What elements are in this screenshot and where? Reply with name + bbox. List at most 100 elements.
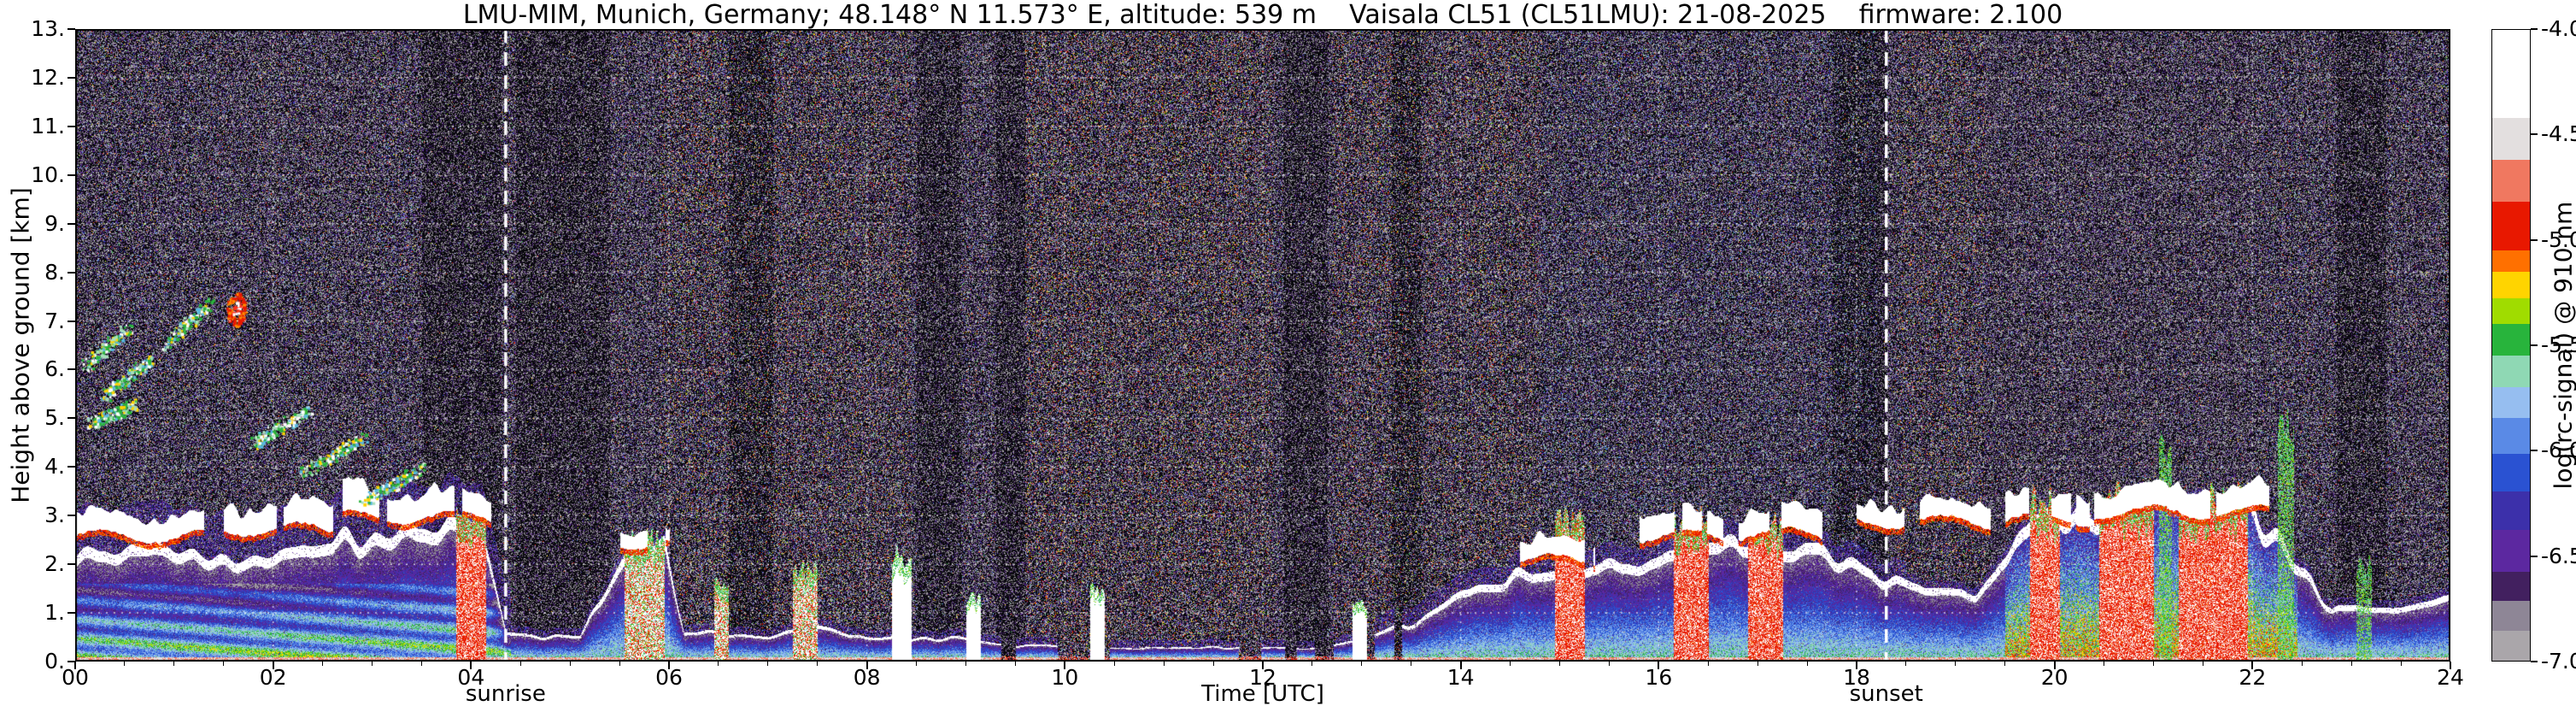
y-tick-label: 0. [44, 649, 65, 674]
y-tick-mark [67, 661, 75, 662]
y-tick-label: 1. [44, 600, 65, 626]
x-tick-label: 20 [2040, 665, 2068, 690]
colorbar-tick-mark [2531, 133, 2538, 136]
colorbar-tick-label: -7.0 [2541, 649, 2576, 674]
y-tick-label: 5. [44, 405, 65, 431]
x-tick-label: 24 [2437, 665, 2464, 690]
x-minor-tick-mark [173, 662, 175, 666]
colorbar-segment [2492, 271, 2530, 300]
x-minor-tick-mark [322, 662, 324, 666]
x-minor-tick-mark [1608, 662, 1610, 666]
colorbar-segment [2492, 630, 2530, 661]
sunrise-label: sunrise [465, 681, 546, 706]
colorbar-segment [2492, 601, 2530, 632]
x-tick-mark [2450, 662, 2451, 669]
colorbar-segment [2492, 298, 2530, 325]
x-tick-label: 00 [62, 665, 89, 690]
x-minor-tick-mark [1559, 662, 1560, 666]
x-minor-tick-mark [817, 662, 819, 666]
x-tick-mark [1658, 662, 1660, 669]
x-minor-tick-mark [916, 662, 918, 666]
y-tick-label: 10. [31, 162, 65, 187]
x-minor-tick-mark [1806, 662, 1808, 666]
colorbar-segment [2492, 355, 2530, 388]
x-tick-label: 18 [1843, 665, 1870, 690]
y-tick-mark [67, 222, 75, 225]
x-minor-tick-mark [1955, 662, 1957, 666]
x-tick-mark [1262, 662, 1264, 669]
y-tick-mark [67, 76, 75, 79]
colorbar-segment [2492, 323, 2530, 356]
x-minor-tick-mark [1014, 662, 1016, 666]
x-minor-tick-mark [569, 662, 571, 666]
x-tick-mark [2053, 662, 2056, 669]
x-minor-tick-mark [965, 662, 966, 666]
x-tick-label: 04 [457, 665, 485, 690]
y-tick-mark [67, 417, 75, 420]
x-tick-label: 16 [1645, 665, 1673, 690]
colorbar-segment [2492, 118, 2530, 162]
x-tick-label: 22 [2239, 665, 2267, 690]
x-minor-tick-mark [124, 662, 126, 666]
colorbar-tick-label: -5.5 [2541, 332, 2576, 357]
x-tick-label: 02 [259, 665, 287, 690]
x-minor-tick-mark [1311, 662, 1313, 666]
colorbar [2491, 29, 2531, 662]
x-tick-mark [470, 662, 472, 669]
x-tick-mark [1064, 662, 1066, 669]
y-tick-label: 13. [31, 16, 65, 41]
x-minor-tick-mark [1361, 662, 1363, 666]
y-tick-mark [67, 125, 75, 127]
colorbar-tick-label: -4.5 [2541, 121, 2576, 147]
colorbar-tick-mark [2531, 28, 2538, 30]
y-tick-label: 2. [44, 551, 65, 577]
y-tick-mark [67, 271, 75, 274]
y-tick-label: 12. [31, 64, 65, 90]
x-minor-tick-mark [1113, 662, 1115, 666]
x-tick-mark [2251, 662, 2254, 669]
y-tick-mark [67, 466, 75, 468]
colorbar-segment [2492, 418, 2530, 456]
x-minor-tick-mark [223, 662, 225, 666]
x-minor-tick-mark [1707, 662, 1709, 666]
x-tick-label: 10 [1051, 665, 1079, 690]
colorbar-segment [2492, 386, 2530, 420]
colorbar-segment [2492, 454, 2530, 493]
y-tick-label: 4. [44, 454, 65, 479]
colorbar-segment [2492, 250, 2530, 273]
y-tick-mark [67, 174, 75, 176]
x-tick-mark [1459, 662, 1462, 669]
x-tick-mark [1856, 662, 1857, 669]
plot-title: LMU-MIM, Munich, Germany; 48.148° N 11.5… [462, 0, 2063, 30]
x-tick-mark [668, 662, 670, 669]
x-minor-tick-mark [767, 662, 769, 666]
x-minor-tick-mark [2400, 662, 2402, 666]
x-minor-tick-mark [1905, 662, 1907, 666]
x-tick-mark [272, 662, 274, 669]
colorbar-tick-mark [2531, 450, 2538, 452]
y-tick-mark [67, 563, 75, 566]
x-tick-label: 12 [1249, 665, 1276, 690]
y-tick-label: 6. [44, 356, 65, 382]
x-minor-tick-mark [2004, 662, 2006, 666]
colorbar-segment [2492, 491, 2530, 531]
colorbar-segment [2492, 571, 2530, 603]
x-minor-tick-mark [718, 662, 719, 666]
colorbar-tick-mark [2531, 238, 2538, 241]
x-minor-tick-mark [2153, 662, 2154, 666]
y-tick-mark [67, 368, 75, 371]
colorbar-tick-label: -6.0 [2541, 438, 2576, 463]
colorbar-tick-mark [2531, 661, 2538, 662]
sunset-label: sunset [1849, 681, 1923, 706]
x-minor-tick-mark [519, 662, 521, 666]
x-minor-tick-mark [1757, 662, 1758, 666]
heatmap-canvas [75, 29, 2450, 662]
colorbar-tick-label: -5.0 [2541, 227, 2576, 252]
colorbar-tick-label: -6.5 [2541, 543, 2576, 568]
x-minor-tick-mark [1212, 662, 1214, 666]
x-axis-label: Time [UTC] [1201, 681, 1324, 706]
x-tick-mark [866, 662, 868, 669]
colorbar-segment [2492, 529, 2530, 573]
colorbar-segment [2492, 30, 2530, 120]
